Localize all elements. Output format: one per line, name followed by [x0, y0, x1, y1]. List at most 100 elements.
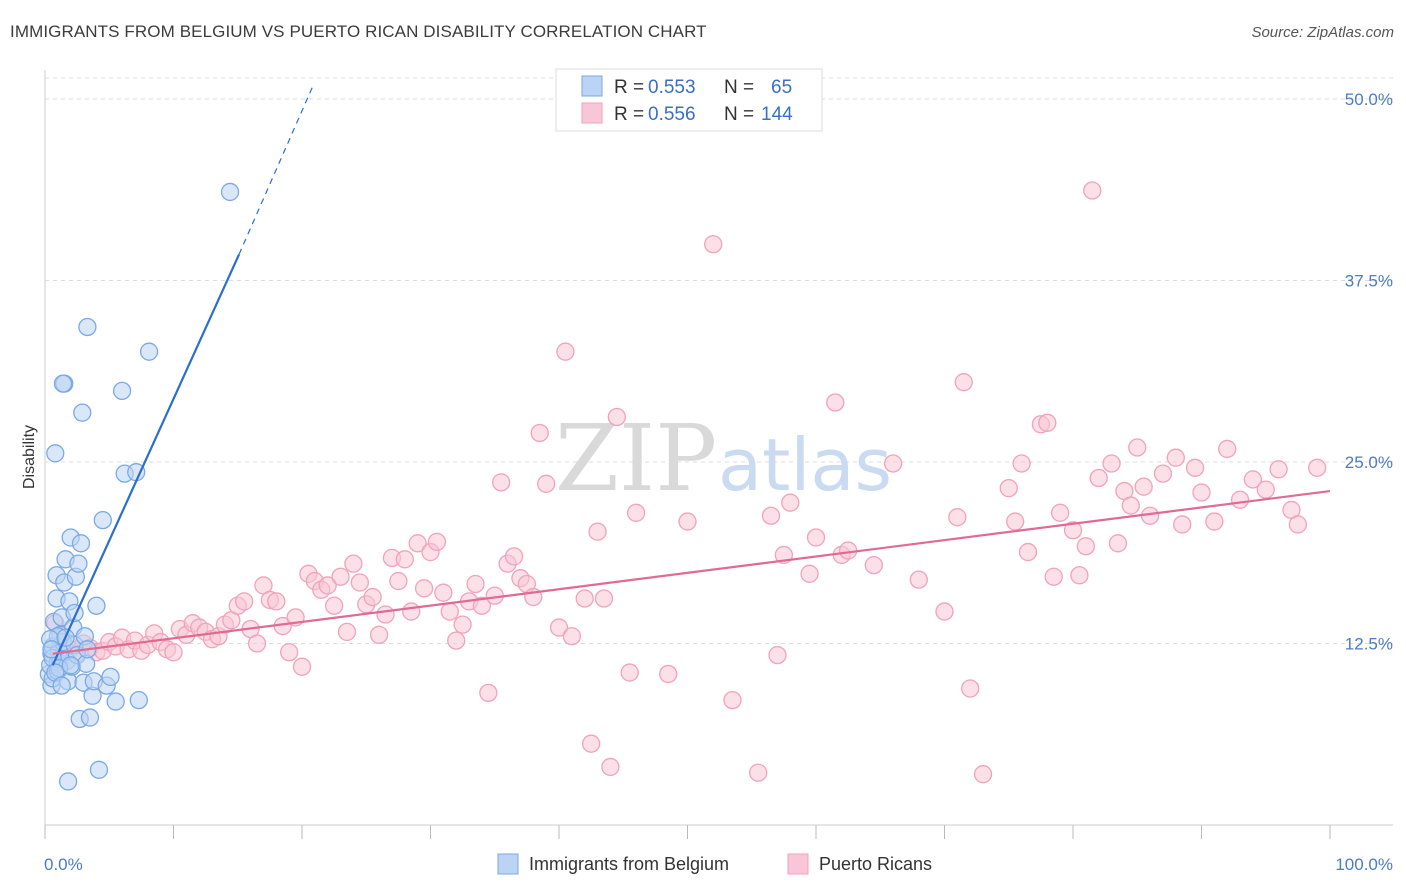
- data-point: [1269, 460, 1288, 479]
- data-point: [1044, 567, 1063, 586]
- data-point: [1166, 448, 1185, 467]
- data-point: [800, 564, 819, 583]
- axes: [44, 70, 1393, 839]
- data-point: [279, 643, 299, 662]
- data-point: [376, 605, 395, 624]
- data-point: [129, 690, 148, 710]
- data-point: [395, 550, 414, 569]
- data-point: [961, 679, 980, 698]
- bottom-legend-label-belgium: Immigrants from Belgium: [529, 854, 729, 874]
- data-point: [1006, 512, 1025, 531]
- data-point: [883, 454, 903, 473]
- data-point: [58, 772, 78, 791]
- watermark: ZIP atlas: [555, 405, 892, 512]
- trend-line-puerto-ricans: [52, 489, 1331, 655]
- data-point: [1185, 458, 1205, 477]
- data-point: [1070, 566, 1089, 585]
- watermark-atlas: atlas: [718, 423, 892, 507]
- legend-r-label: R =: [614, 77, 644, 98]
- data-point: [235, 592, 254, 611]
- bottom-legend-label-puerto-ricans: Puerto Ricans: [819, 854, 932, 874]
- data-point: [575, 589, 594, 608]
- data-point: [93, 510, 112, 530]
- data-point: [530, 423, 549, 443]
- data-point: [53, 374, 73, 393]
- data-point: [620, 663, 639, 682]
- legend: R = 0.553 N = 65 R = 0.556 N = 144: [555, 68, 823, 132]
- data-point: [389, 571, 408, 591]
- data-point: [1218, 439, 1237, 459]
- data-point: [101, 667, 120, 687]
- data-point: [1256, 480, 1275, 499]
- data-point: [318, 576, 337, 595]
- chart-title: IMMIGRANTS FROM BELGIUM VS PUERTO RICAN …: [10, 22, 707, 41]
- data-point: [369, 625, 389, 644]
- data-point: [504, 547, 524, 566]
- y-axis-label: Disability: [21, 425, 38, 489]
- data-point: [1076, 537, 1095, 556]
- y-tick-label: 50.0%: [1345, 90, 1393, 109]
- data-point: [607, 407, 626, 427]
- data-point: [935, 602, 954, 621]
- trend-lines: [51, 87, 1331, 666]
- data-point: [1205, 512, 1224, 531]
- data-point: [704, 235, 723, 254]
- data-point: [1063, 521, 1083, 540]
- gridlines: [45, 77, 1393, 645]
- data-point: [768, 645, 787, 665]
- bottom-legend-swatch-blue: [497, 853, 519, 875]
- data-point: [492, 473, 511, 492]
- data-point: [601, 757, 620, 777]
- data-point: [434, 583, 453, 602]
- data-point: [973, 765, 993, 784]
- data-point: [1089, 468, 1108, 488]
- data-point: [1230, 490, 1250, 509]
- data-point: [344, 554, 363, 573]
- legend-n-label: N =: [724, 77, 754, 98]
- data-point: [453, 615, 472, 634]
- y-tick-label: 25.0%: [1345, 453, 1393, 472]
- data-point: [447, 631, 466, 650]
- y-tick-label: 37.5%: [1345, 272, 1393, 291]
- data-point: [402, 602, 421, 621]
- data-point: [408, 534, 427, 553]
- data-point: [556, 342, 575, 361]
- legend-n-value: 144: [761, 104, 793, 125]
- data-point: [1083, 181, 1102, 200]
- data-point: [626, 503, 646, 522]
- data-point: [562, 627, 581, 646]
- tick-labels: 12.5% 25.0% 37.5% 50.0% 0.0% 100.0%: [44, 90, 1393, 874]
- data-point: [1243, 470, 1263, 489]
- data-point: [864, 555, 883, 575]
- bottom-legend-swatch-pink: [787, 853, 809, 875]
- data-point: [826, 393, 845, 412]
- data-point: [112, 381, 132, 401]
- data-point: [909, 570, 928, 589]
- data-point: [581, 734, 601, 753]
- data-point: [61, 656, 80, 675]
- data-point: [1051, 503, 1070, 522]
- data-point: [1288, 515, 1308, 534]
- data-point: [71, 534, 91, 553]
- data-point: [659, 664, 678, 684]
- data-point: [87, 596, 106, 615]
- data-point: [1173, 515, 1192, 534]
- bottom-legend: Immigrants from Belgium Puerto Ricans: [497, 853, 932, 875]
- data-point: [78, 317, 97, 337]
- legend-r-value: 0.553: [648, 77, 696, 98]
- data-point: [46, 444, 65, 463]
- data-point: [414, 579, 434, 598]
- legend-n-value: 65: [771, 77, 792, 98]
- data-point: [80, 708, 100, 727]
- data-point: [1192, 483, 1211, 502]
- legend-swatch-pink: [581, 102, 603, 124]
- data-point: [164, 643, 183, 662]
- legend-swatch-blue: [581, 75, 603, 97]
- data-point: [749, 763, 768, 782]
- data-point: [106, 692, 125, 711]
- legend-n-label: N =: [724, 104, 754, 125]
- data-point: [806, 528, 826, 547]
- data-point: [1012, 454, 1031, 473]
- data-point: [440, 602, 459, 621]
